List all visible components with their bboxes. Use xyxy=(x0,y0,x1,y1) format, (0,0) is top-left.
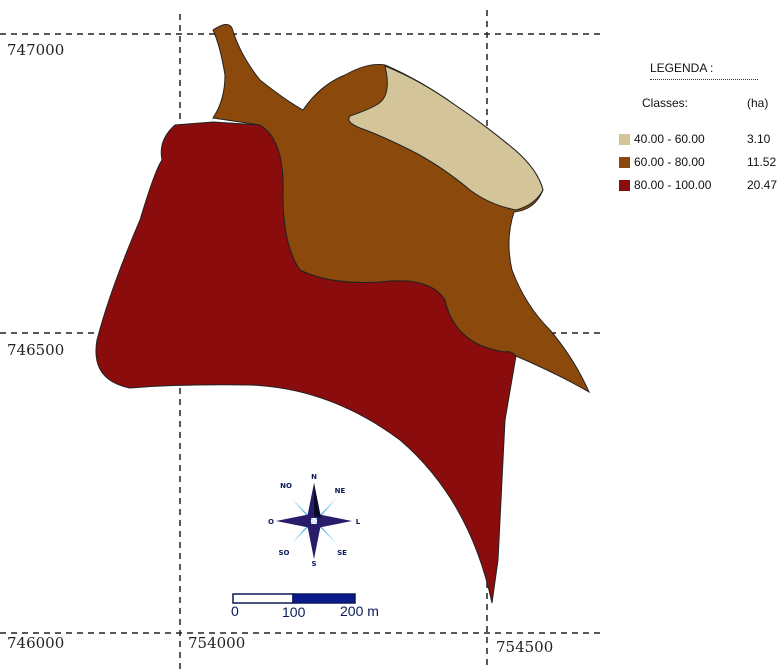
compass-ray-n-highlight xyxy=(314,483,321,518)
legend-item: 80.00 - 100.00 20.47 xyxy=(619,178,782,194)
coord-label-y-746500: 746500 xyxy=(7,341,65,359)
compass-label-southeast: SE xyxy=(337,549,347,557)
legend-class-label: 80.00 - 100.00 xyxy=(634,178,712,192)
legend-item: 40.00 - 60.00 3.10 xyxy=(619,132,782,148)
compass-label-northwest: NO xyxy=(280,482,292,490)
legend-class-label: 60.00 - 80.00 xyxy=(634,155,705,169)
coord-label-x-754500: 754500 xyxy=(496,638,554,656)
legend-class-area: 3.10 xyxy=(747,132,771,146)
region-class-40-60 xyxy=(348,65,544,211)
scale-bar-segment-0-100 xyxy=(232,593,294,604)
compass-label-east: L xyxy=(356,518,361,526)
compass-ray-s xyxy=(307,524,321,559)
scale-label-100: 100 xyxy=(282,604,306,620)
coord-label-x-754000: 754000 xyxy=(188,634,246,652)
compass-label-north: N xyxy=(311,473,317,481)
compass-ray-e xyxy=(317,514,352,528)
compass-rose: N NE L SE S SO O NO xyxy=(268,473,361,568)
legend-title: LEGENDA : xyxy=(650,61,758,80)
scale-label-200: 200 m xyxy=(340,603,379,619)
legend-item: 60.00 - 80.00 11.52 xyxy=(619,155,782,171)
legend-swatch-60-80 xyxy=(619,157,630,168)
compass-label-southwest: SO xyxy=(279,549,290,557)
coord-label-y-747000: 747000 xyxy=(7,41,65,59)
legend-header-area: (ha) xyxy=(747,96,769,110)
legend-header-classes: Classes: xyxy=(642,96,689,110)
scale-bar xyxy=(232,593,356,604)
scale-label-0: 0 xyxy=(231,603,239,619)
legend-class-area: 11.52 xyxy=(747,155,777,169)
legend-class-label: 40.00 - 60.00 xyxy=(634,132,705,146)
scale-bar-segment-100-200 xyxy=(292,593,356,604)
legend-swatch-80-100 xyxy=(619,180,630,191)
compass-label-northeast: NE xyxy=(335,487,346,495)
legend-class-area: 20.47 xyxy=(747,178,778,192)
coord-label-y-746000: 746000 xyxy=(7,634,65,652)
compass-ray-w xyxy=(276,514,311,528)
region-class-60-80 xyxy=(212,24,591,394)
compass-label-west: O xyxy=(268,518,274,526)
legend-swatch-40-60 xyxy=(619,134,630,145)
compass-label-south: S xyxy=(311,560,316,568)
